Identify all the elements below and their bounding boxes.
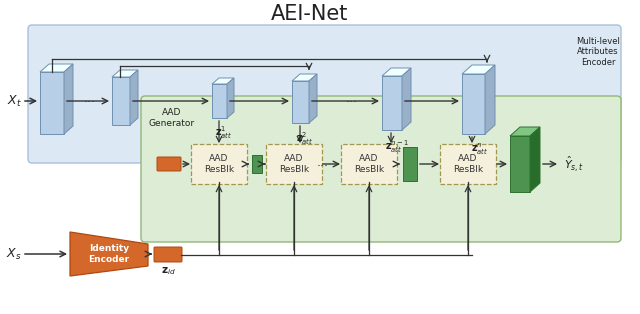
Text: Multi-level
Attributes
Encoder: Multi-level Attributes Encoder	[576, 37, 620, 67]
Text: ...: ...	[84, 93, 96, 106]
Text: Identity
Encoder: Identity Encoder	[88, 244, 129, 264]
Polygon shape	[530, 127, 540, 192]
Polygon shape	[382, 68, 411, 76]
Text: AEI-Net: AEI-Net	[271, 4, 349, 24]
Polygon shape	[382, 76, 402, 130]
Polygon shape	[112, 77, 130, 125]
Polygon shape	[64, 64, 73, 134]
Polygon shape	[485, 65, 495, 134]
Polygon shape	[212, 84, 227, 118]
Polygon shape	[510, 127, 540, 136]
FancyBboxPatch shape	[157, 157, 181, 171]
FancyBboxPatch shape	[341, 144, 397, 184]
Text: $\mathbf{z}_{id}$: $\mathbf{z}_{id}$	[161, 265, 175, 277]
Text: $\mathbf{z}^1_{att}$: $\mathbf{z}^1_{att}$	[215, 124, 233, 141]
FancyBboxPatch shape	[141, 96, 621, 242]
Text: ...: ...	[346, 93, 358, 106]
Polygon shape	[227, 78, 234, 118]
Polygon shape	[292, 74, 317, 81]
Polygon shape	[70, 232, 148, 276]
Polygon shape	[292, 81, 309, 123]
Text: $\hat{Y}_{s,t}$: $\hat{Y}_{s,t}$	[564, 154, 584, 174]
Text: $\mathbf{z}^n_{att}$: $\mathbf{z}^n_{att}$	[471, 142, 489, 157]
Polygon shape	[40, 72, 64, 134]
Polygon shape	[510, 136, 530, 192]
FancyBboxPatch shape	[154, 247, 182, 262]
Polygon shape	[462, 65, 495, 74]
Text: $X_t$: $X_t$	[6, 94, 21, 109]
FancyBboxPatch shape	[266, 144, 322, 184]
Polygon shape	[309, 74, 317, 123]
Text: $X_s$: $X_s$	[6, 246, 22, 262]
FancyBboxPatch shape	[191, 144, 247, 184]
Text: $\mathbf{z}^2_{att}$: $\mathbf{z}^2_{att}$	[296, 130, 314, 147]
Text: AAD
Generator: AAD Generator	[149, 108, 195, 128]
Polygon shape	[130, 70, 138, 125]
Text: ...: ...	[317, 155, 329, 169]
Polygon shape	[212, 78, 234, 84]
Polygon shape	[462, 74, 485, 134]
FancyBboxPatch shape	[252, 155, 262, 173]
Polygon shape	[112, 70, 138, 77]
FancyBboxPatch shape	[440, 144, 496, 184]
FancyBboxPatch shape	[403, 147, 417, 181]
FancyBboxPatch shape	[28, 25, 621, 163]
Text: AAD
ResBlk: AAD ResBlk	[453, 154, 483, 174]
Text: $\mathbf{z}^{n-1}_{att}$: $\mathbf{z}^{n-1}_{att}$	[385, 138, 409, 155]
Polygon shape	[402, 68, 411, 130]
Text: AAD
ResBlk: AAD ResBlk	[279, 154, 309, 174]
Polygon shape	[40, 64, 73, 72]
Text: AAD
ResBlk: AAD ResBlk	[354, 154, 384, 174]
Text: AAD
ResBlk: AAD ResBlk	[204, 154, 234, 174]
